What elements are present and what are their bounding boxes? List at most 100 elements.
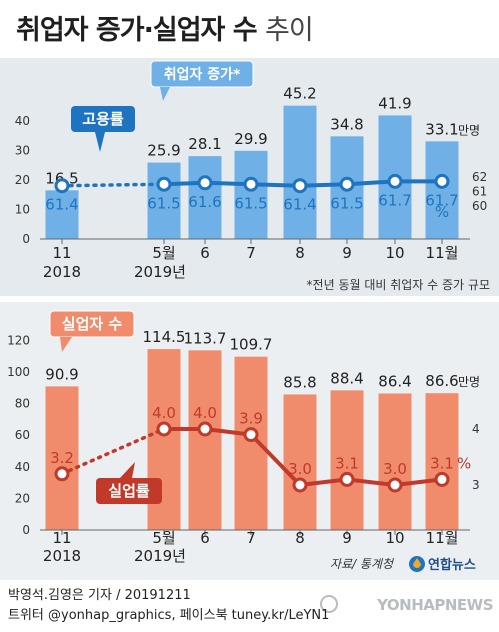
employment-rate-label: 61.4: [283, 196, 316, 214]
x-tick-label: 11월: [426, 529, 459, 547]
unemployment-rate-label: 3.0: [288, 460, 312, 478]
x-tick-year-label: 2018: [43, 263, 81, 281]
bar-employment: [425, 141, 459, 239]
bar-value-label: 86.6: [425, 372, 458, 390]
logo-icon-mark: [413, 558, 421, 568]
unemployment-rate-label: 4.0: [152, 404, 176, 422]
bar-employment: [147, 162, 181, 239]
bar-unemployed: [330, 390, 364, 530]
y-tick-label-left: 100: [7, 365, 30, 379]
x-tick-label: 5월: [152, 529, 175, 547]
unemployment-rate-point: [434, 471, 450, 487]
employment-rate-tag-pointer: [95, 132, 105, 152]
unemployment-rate-label: 3.1: [430, 454, 454, 472]
employment-rate-point: [339, 176, 355, 192]
unemployment-rate-label: 3.0: [383, 460, 407, 478]
unemployment-rate-point: [292, 477, 308, 493]
employment-rate-label: 61.5: [330, 194, 363, 212]
employment-rate-point: [54, 178, 70, 194]
unemployed-series-tag: [49, 310, 135, 338]
y-tick-label-right: 4: [472, 422, 480, 436]
unemployment-rate-tag: [96, 478, 162, 504]
bar-unemployed: [188, 350, 222, 530]
employment-rate-label: 61.7: [378, 191, 411, 209]
employment-rate-point: [243, 176, 259, 192]
unemployed-series-tag-pointer: [60, 337, 72, 352]
bar-employment: [45, 190, 79, 239]
bar-value-label: 45.2: [283, 85, 316, 103]
y-tick-label-left: 120: [7, 333, 30, 347]
y-tick-label-right: 61: [472, 185, 487, 199]
credit-line-2: 트위터 @yonhap_graphics, 페이스북 tuney.kr/LeYN…: [8, 608, 330, 623]
unemployment-rate-point: [339, 471, 355, 487]
unemployment-rate-point: [243, 427, 259, 443]
x-tick-year-label: 2018: [43, 547, 81, 565]
x-tick-label: 5월: [152, 244, 175, 262]
employment-rate-point: [387, 173, 403, 189]
bar-value-label: 113.7: [184, 329, 227, 347]
watermark: YONHAPNEWS: [377, 596, 493, 614]
bar-value-label: 25.9: [147, 142, 180, 160]
bar-employment: [234, 150, 268, 239]
unit-label: 만명: [458, 123, 480, 137]
unemployment-rate-line-dotted: [60, 427, 166, 476]
y-tick-label-left: 80: [15, 397, 30, 411]
unemployment-rate-label: 3.2: [50, 449, 74, 467]
unemployed-series-tag-label: 실업자 수: [62, 315, 123, 333]
bar-employment: [188, 156, 222, 239]
bar-value-label: 33.1: [425, 120, 458, 138]
x-tick-label: 8: [295, 529, 305, 547]
page-title: 취업자 증가·실업자 수 추이: [16, 15, 314, 46]
rate-unit-label: %: [435, 203, 449, 221]
employment-series-tag: [150, 60, 254, 88]
bar-employment: [283, 105, 317, 239]
x-tick-label: 11: [52, 244, 71, 262]
y-tick-label-left: 40: [15, 114, 30, 128]
employment-rate-tag-label: 고용률: [82, 110, 124, 128]
x-tick-label: 7: [246, 529, 256, 547]
y-tick-label-left: 30: [15, 144, 30, 158]
x-tick-label: 10: [385, 529, 404, 547]
credit-line-1: 박영석.김영은 기자 / 20191211: [8, 588, 191, 603]
unemployment-rate-point: [387, 477, 403, 493]
unemployment-rate-label: 4.0: [193, 404, 217, 422]
employment-rate-label: 61.4: [45, 196, 78, 214]
x-tick-label: 9: [342, 244, 352, 262]
x-tick-year-label: 2019년: [134, 547, 186, 565]
employment-rate-point: [197, 175, 213, 191]
bar-unemployed: [378, 393, 412, 530]
bar-value-label: 28.1: [188, 135, 221, 153]
x-tick-year-label: 2019년: [134, 263, 186, 281]
y-tick-label-left: 40: [15, 460, 30, 474]
bar-value-label: 114.5: [143, 328, 186, 346]
x-tick-label: 6: [200, 529, 210, 547]
unemployment-rate-point: [197, 421, 213, 437]
unit-label: 만명: [458, 375, 480, 389]
employment-rate-label: 61.7: [425, 191, 458, 209]
employment-rate-label: 61.6: [188, 193, 221, 211]
source-label: 자료/ 통계청: [330, 557, 395, 571]
bar-value-label: 34.8: [330, 115, 363, 133]
bar-unemployed: [425, 393, 459, 530]
bar-value-label: 88.4: [330, 369, 363, 387]
y-tick-label-left: 60: [15, 428, 30, 442]
unemployment-rate-label: 3.1: [335, 454, 359, 472]
x-tick-label: 10: [385, 244, 404, 262]
employment-rate-label: 61.5: [234, 194, 267, 212]
unemployment-rate-tag-pointer: [120, 462, 135, 478]
unemployment-rate-label: 3.9: [239, 410, 263, 428]
x-tick-label: 9: [342, 529, 352, 547]
employment-rate-line-dotted: [60, 182, 166, 188]
bar-value-label: 41.9: [378, 94, 411, 112]
employment-series-tag-pointer: [160, 87, 170, 101]
x-tick-label: 7: [246, 244, 256, 262]
x-tick-label: 6: [200, 244, 210, 262]
unemployment-rate-point: [156, 421, 172, 437]
bar-unemployed: [234, 356, 268, 530]
watermark-icon: [320, 595, 338, 613]
y-tick-label-left: 0: [22, 523, 30, 537]
y-tick-label-right: 62: [472, 170, 487, 184]
x-tick-label: 11월: [426, 244, 459, 262]
bar-value-label: 90.9: [45, 365, 78, 383]
